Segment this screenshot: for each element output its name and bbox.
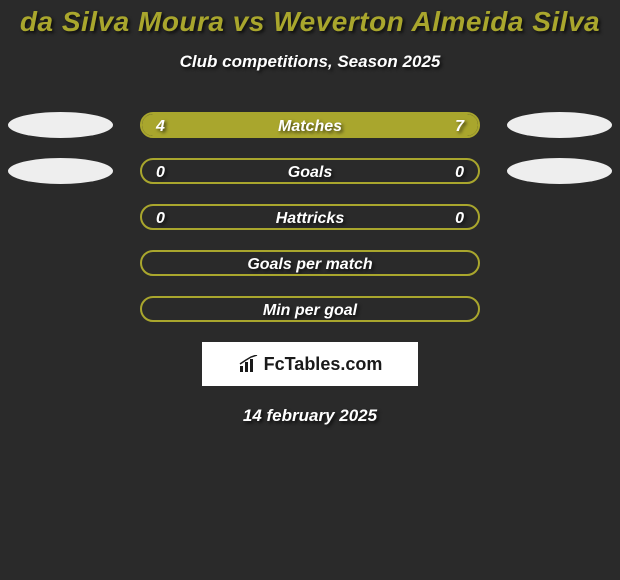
fctables-logo: FcTables.com [238, 354, 383, 375]
stat-label: Goals [142, 160, 478, 184]
player1-shape [8, 112, 113, 138]
stat-label: Matches [142, 114, 478, 138]
stat-row: 00Goals [0, 158, 620, 184]
player2-shape [507, 158, 612, 184]
stat-bar: Min per goal [140, 296, 480, 322]
stat-bar: 47Matches [140, 112, 480, 138]
stat-row: Min per goal [0, 296, 620, 322]
stat-label: Hattricks [142, 206, 478, 230]
stat-bar: 00Goals [140, 158, 480, 184]
logo-box[interactable]: FcTables.com [202, 342, 418, 386]
comparison-card: da Silva Moura vs Weverton Almeida Silva… [0, 0, 620, 426]
subtitle: Club competitions, Season 2025 [0, 52, 620, 72]
player2-shape [507, 112, 612, 138]
date-label: 14 february 2025 [0, 406, 620, 426]
logo-text: FcTables.com [264, 354, 383, 375]
player1-shape [8, 158, 113, 184]
stat-row: 47Matches [0, 112, 620, 138]
stat-row: 00Hattricks [0, 204, 620, 230]
stats-list: 47Matches 00Goals 00Hattricks Goals per mat… [0, 112, 620, 322]
stat-label: Min per goal [142, 298, 478, 322]
stat-bar: 00Hattricks [140, 204, 480, 230]
page-title: da Silva Moura vs Weverton Almeida Silva [0, 6, 620, 38]
stat-label: Goals per match [142, 252, 478, 276]
stat-bar: Goals per match [140, 250, 480, 276]
stat-row: Goals per match [0, 250, 620, 276]
chart-icon [238, 355, 260, 373]
